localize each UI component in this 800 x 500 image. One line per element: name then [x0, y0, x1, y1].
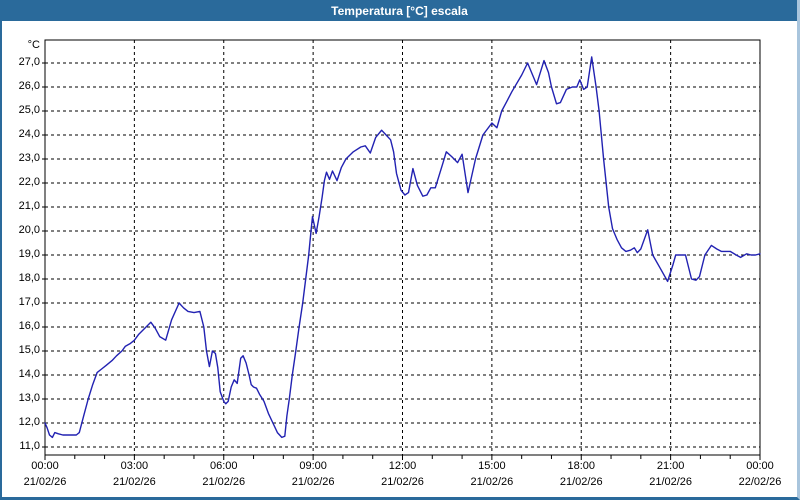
- temperature-series-line: [44, 56, 761, 439]
- x-axis-time-label: 12:00: [388, 460, 417, 472]
- x-axis-date-label: 21/02/26: [291, 476, 335, 488]
- x-axis-date-label: 21/02/26: [470, 476, 514, 488]
- x-axis-date-label: 21/02/26: [23, 476, 67, 488]
- y-axis-label: 18,0: [18, 272, 40, 284]
- y-axis-label: 16,0: [18, 320, 40, 332]
- y-axis-label: 23,0: [18, 152, 40, 164]
- x-axis-time-label: 00:00: [746, 460, 774, 472]
- y-axis-label: 25,0: [18, 104, 40, 116]
- y-axis-label: 21,0: [18, 200, 40, 212]
- x-axis-date-label: 21/02/26: [381, 476, 424, 488]
- window-title: Temperatura [°C] escala: [331, 3, 468, 18]
- x-axis-date-label: 22/02/26: [738, 476, 782, 488]
- x-axis-date-label: 21/02/26: [202, 476, 246, 488]
- x-axis-time-label: 03:00: [120, 460, 149, 472]
- y-axis-label: 20,0: [18, 224, 40, 236]
- y-axis-label: 15,0: [18, 344, 40, 356]
- x-axis-date-label: 21/02/26: [112, 476, 156, 488]
- y-axis-label: 12,0: [18, 416, 40, 428]
- y-axis-label: 19,0: [18, 248, 40, 260]
- y-axis-label: 26,0: [18, 80, 40, 92]
- y-axis-label: 14,0: [18, 368, 40, 380]
- y-axis-label: 27,0: [18, 56, 40, 68]
- titlebar: Temperatura [°C] escala: [2, 0, 797, 21]
- x-axis-time-label: 09:00: [299, 460, 327, 472]
- y-axis-label: 13,0: [18, 392, 40, 404]
- y-axis-unit-label: °C: [27, 39, 40, 51]
- x-axis-time-label: 00:00: [31, 460, 59, 472]
- x-axis-time-label: 18:00: [567, 460, 596, 472]
- x-axis-time-label: 21:00: [656, 460, 685, 472]
- x-axis-time-label: 06:00: [209, 460, 238, 472]
- x-axis-date-label: 21/02/26: [559, 476, 603, 488]
- y-axis-label: 17,0: [18, 296, 40, 308]
- x-axis-date-label: 21/02/26: [649, 476, 693, 488]
- x-axis-time-label: 15:00: [478, 460, 506, 472]
- y-axis-label: 11,0: [19, 440, 40, 452]
- y-axis-label: 24,0: [18, 128, 40, 140]
- y-axis-label: 22,0: [18, 176, 40, 188]
